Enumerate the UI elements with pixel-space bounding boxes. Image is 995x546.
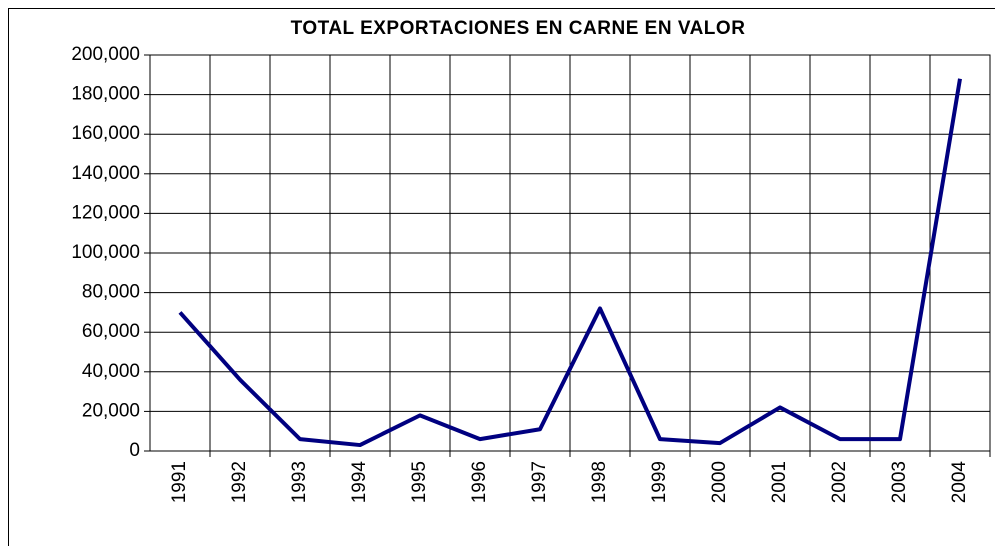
x-tick-label: 1999 xyxy=(649,461,670,503)
y-tick-label: 200,000 xyxy=(71,44,140,65)
y-tick-label: 0 xyxy=(129,440,140,461)
x-tick-label: 1997 xyxy=(529,461,550,503)
x-tick-label: 2002 xyxy=(829,461,850,503)
x-tick-label: 2004 xyxy=(949,461,970,504)
x-tick-label: 1995 xyxy=(409,461,430,503)
chart-frame xyxy=(8,8,995,546)
x-tick-label: 1998 xyxy=(589,461,610,503)
y-tick-label: 160,000 xyxy=(71,123,140,144)
x-tick-label: 1993 xyxy=(289,461,310,503)
chart-title: TOTAL EXPORTACIONES EN CARNE EN VALOR xyxy=(291,18,746,39)
x-tick-label: 1994 xyxy=(349,461,370,504)
data-line xyxy=(178,78,962,448)
x-tick-label: 2000 xyxy=(709,461,730,503)
y-tick-label: 180,000 xyxy=(71,84,140,105)
y-tick-label: 60,000 xyxy=(82,321,140,342)
y-tick-label: 100,000 xyxy=(71,242,140,263)
y-tick-label: 80,000 xyxy=(82,282,140,303)
y-tick-label: 140,000 xyxy=(71,163,140,184)
x-tick-label: 2001 xyxy=(769,461,790,503)
y-tick-label: 120,000 xyxy=(71,202,140,223)
x-tick-label: 1996 xyxy=(469,461,490,503)
y-tick-label: 40,000 xyxy=(82,361,140,382)
x-tick-label: 2003 xyxy=(889,461,910,503)
x-tick-label: 1992 xyxy=(229,461,250,503)
y-tick-label: 20,000 xyxy=(82,400,140,421)
plot-area-border xyxy=(149,54,991,452)
x-tick-label: 1991 xyxy=(169,461,190,503)
